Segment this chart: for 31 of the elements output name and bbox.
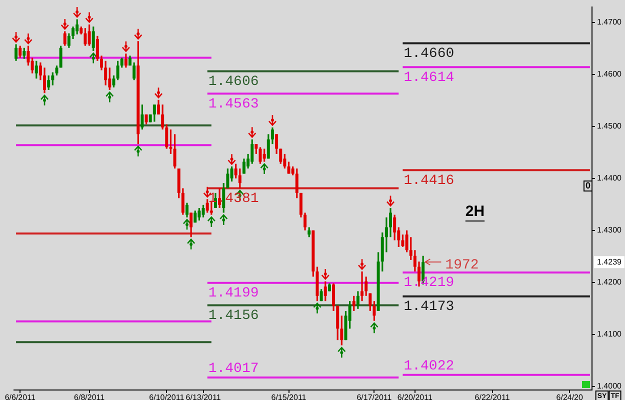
annotation: 2H bbox=[465, 203, 485, 220]
data-label: 1.4416 bbox=[404, 172, 454, 189]
data-label: 1.4017 bbox=[208, 361, 259, 378]
annotation: 1.4239 bbox=[597, 257, 622, 266]
x-tick-label: 6/6/2011 bbox=[4, 393, 36, 400]
y-tick-label: 1.4300 bbox=[597, 226, 622, 235]
y-tick-label: 1.4000 bbox=[597, 382, 622, 391]
data-label: 1.4199 bbox=[208, 286, 259, 302]
x-tick-label: 6/15/2011 bbox=[271, 393, 307, 400]
annotation: 0 bbox=[585, 180, 591, 190]
y-tick-label: 1.4400 bbox=[597, 174, 622, 183]
data-label: 1.4173 bbox=[404, 299, 454, 316]
y-tick-label: 1.4100 bbox=[597, 330, 622, 339]
x-tick-label: 6/17/2011 bbox=[356, 393, 392, 400]
y-tick-label: 1.4700 bbox=[597, 18, 622, 27]
y-tick-label: 1.4200 bbox=[597, 278, 622, 287]
data-label: 1.4606 bbox=[208, 74, 259, 90]
x-tick-label: 6/13/2011 bbox=[186, 393, 222, 400]
x-tick-label: 6/8/2011 bbox=[74, 393, 106, 400]
x-tick-label: 6/20/2011 bbox=[397, 393, 433, 400]
x-tick-label: 6/22/2011 bbox=[474, 393, 510, 400]
data-label: 1.4156 bbox=[208, 308, 259, 324]
data-label: 1.4660 bbox=[404, 46, 454, 62]
data-label: 1.4022 bbox=[404, 358, 454, 375]
x-tick-label: 6/24/20 bbox=[556, 393, 584, 400]
data-label: 1.4614 bbox=[404, 70, 454, 86]
x-tick-label: 6/10/2011 bbox=[149, 393, 185, 400]
y-tick-label: 1.4500 bbox=[597, 122, 622, 131]
annotation: 1972 bbox=[445, 258, 479, 274]
data-label: 1.4563 bbox=[208, 96, 259, 112]
y-tick-label: 1.4600 bbox=[597, 70, 622, 79]
